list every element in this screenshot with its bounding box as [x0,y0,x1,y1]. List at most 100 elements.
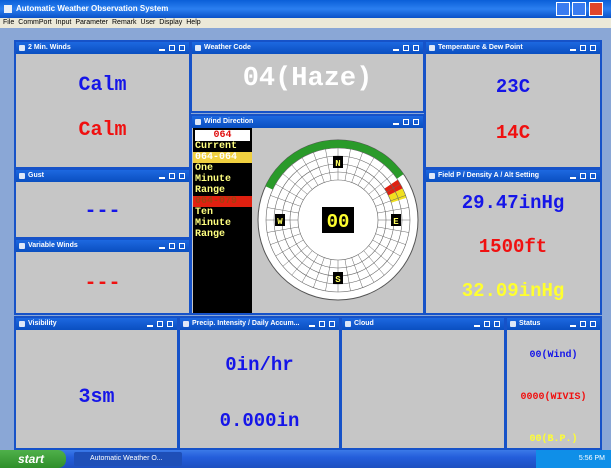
compass-spoke [267,207,299,214]
label: Range [195,229,226,240]
compass-label-bg [275,214,285,226]
visibility-window: Visibility 3sm [14,316,179,450]
cloud-window: Cloud [340,316,506,450]
minimize-button[interactable] [393,45,399,51]
window-title: Visibility [16,318,177,330]
precip-intensity: 0in/hr [225,354,294,376]
label: Current [195,141,238,152]
menu-item[interactable]: Remark [112,19,137,26]
compass-spoke [375,233,406,245]
menu-item[interactable]: Parameter [75,19,108,26]
minimize-button[interactable] [570,173,576,179]
close-button[interactable] [590,321,596,327]
two-min-winds-window: 2 Min. Winds Calm Calm [14,40,191,169]
label: Minute [195,218,232,229]
start-button[interactable]: start [0,450,66,468]
weather-code-window: Weather Code 04(Haze) [190,40,425,113]
taskbar: start Automatic Weather O... 5:56 PM [0,450,611,468]
window-title: Variable Winds [16,240,189,252]
status-value: 00(Wind) [529,350,578,361]
window-title: Weather Code [192,42,423,54]
compass-spoke [357,254,375,283]
gust-window: Gust --- [14,168,191,239]
minimize-button[interactable] [159,45,165,51]
minimize-button[interactable] [393,119,399,125]
range-arc [265,140,404,190]
compass-spoke [372,183,401,201]
window-title: Field P / Density A / Alt Setting [426,170,600,182]
close-button[interactable] [413,119,419,125]
compass-spoke [275,183,304,201]
close-button[interactable] [494,321,500,327]
maximize-button[interactable] [580,173,586,179]
minimize-button[interactable] [159,243,165,249]
close-button[interactable] [329,321,335,327]
maximize-button[interactable] [484,321,490,327]
compass-spoke [313,257,325,288]
minimize-button[interactable] [147,321,153,327]
minimize-button[interactable] [309,321,315,327]
taskbar-task[interactable]: Automatic Weather O... [74,452,182,466]
menu-item[interactable]: User [140,19,156,26]
label: Range [195,185,226,196]
close-button[interactable] [590,173,596,179]
label: Ten [195,207,214,218]
range-value: 064-079 [193,196,252,207]
maximize-button[interactable] [157,321,163,327]
menu-item[interactable]: Display [159,19,183,26]
window-title: Wind Direction [192,116,423,128]
compass-label: W [277,217,283,227]
minimize-button[interactable] [570,45,576,51]
close-button[interactable] [590,45,596,51]
variable-winds-value: --- [84,272,121,295]
close-button[interactable] [413,45,419,51]
maximize-button[interactable] [580,45,586,51]
compass: N E S W 00 [257,139,419,301]
compass-spoke [357,157,375,186]
wind-direction-window: Wind Direction 064 Current 064-064 One M… [190,114,425,315]
weather-code-value: 04(Haze) [242,64,373,94]
menu-item[interactable]: Input [55,19,72,26]
maximize-button[interactable] [319,321,325,327]
compass-spoke [282,173,308,195]
compass-spoke [368,245,394,267]
status-window: Status 00(Wind) 0000(WIVIS) 00(B.P.) [505,316,602,450]
minimize-button[interactable] [474,321,480,327]
wind-value: Calm [78,119,127,142]
maximize-button[interactable] [169,45,175,51]
menu-item[interactable]: CommPort [18,19,52,26]
minimize-button[interactable] [570,321,576,327]
minimize-button[interactable] [556,2,570,16]
minimize-button[interactable] [159,173,165,179]
gust-value: --- [84,200,121,223]
wind-direction-list: 064 Current 064-064 One Minute Range 064… [193,128,252,313]
maximize-button[interactable] [169,173,175,179]
maximize-button[interactable] [572,2,586,16]
wind-speed: 00 [327,211,350,233]
maximize-button[interactable] [169,243,175,249]
compass-spoke [325,149,332,181]
close-button[interactable] [179,173,185,179]
temperature-value: 23C [495,76,531,98]
close-button[interactable] [179,243,185,249]
visibility-value: 3sm [78,386,115,409]
menu-item[interactable]: File [3,19,15,26]
compass-spoke [301,254,319,283]
compass-spoke [267,226,299,233]
close-button[interactable] [179,45,185,51]
close-button[interactable] [589,2,603,16]
compass-spoke [375,195,406,207]
range-value: 064-064 [193,152,252,163]
maximize-button[interactable] [580,321,586,327]
app-title-bar: Automatic Weather Observation System [0,0,611,18]
compass-spoke [377,226,409,233]
compass-label-bg [333,272,343,284]
compass-spoke [313,152,325,183]
menu-item[interactable]: Help [186,19,201,26]
maximize-button[interactable] [403,45,409,51]
direction-segment [384,179,403,196]
window-title: Status [507,318,600,330]
precip-accum: 0.000in [219,410,300,432]
close-button[interactable] [167,321,173,327]
maximize-button[interactable] [403,119,409,125]
